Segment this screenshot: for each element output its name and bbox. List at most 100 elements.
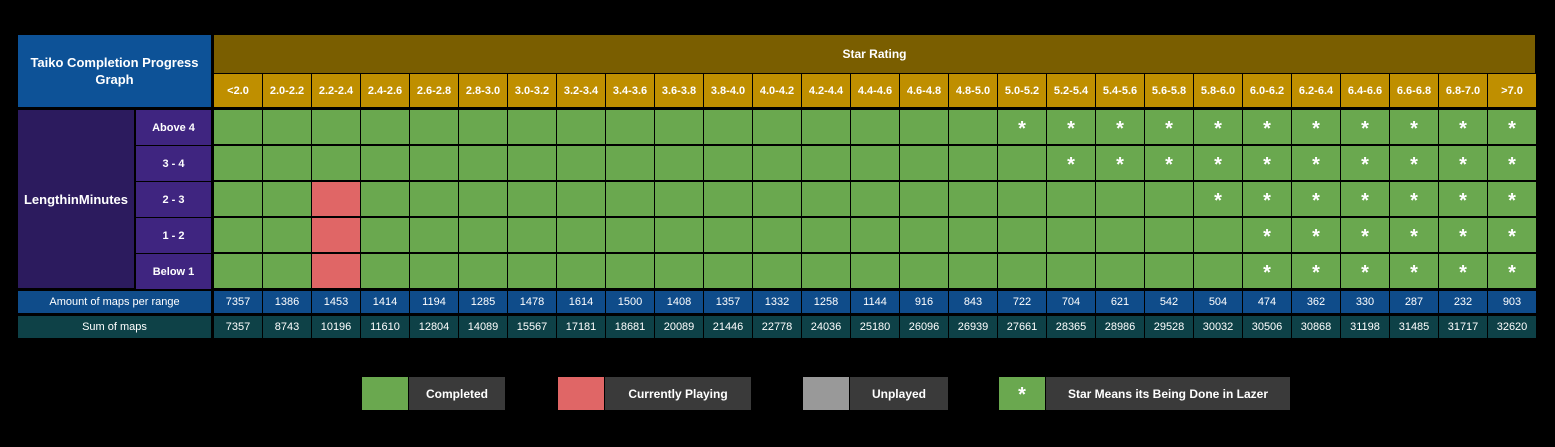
lazer-star-cell: * (1292, 146, 1341, 181)
lazer-star-cell: * (1341, 182, 1390, 217)
sum-value: 31198 (1341, 316, 1390, 338)
lazer-star-cell: * (1096, 110, 1145, 145)
sum-value: 8743 (263, 316, 312, 338)
amount-value: 504 (1194, 291, 1243, 313)
grid-cell (998, 254, 1047, 289)
lazer-star-cell: * (1439, 110, 1488, 145)
lazer-star-cell: * (1243, 254, 1292, 289)
amount-value: 1408 (655, 291, 704, 313)
length-label-line: in (67, 191, 79, 207)
lazer-star-cell: * (1194, 146, 1243, 181)
range-header: 5.8-6.0 (1194, 74, 1243, 107)
grid-cell (459, 218, 508, 253)
grid-cell (802, 146, 851, 181)
row-label: 2 - 3 (136, 182, 211, 217)
grid-cell (655, 146, 704, 181)
lazer-star-cell: * (1439, 146, 1488, 181)
amount-value: 542 (1145, 291, 1194, 313)
sum-value: 20089 (655, 316, 704, 338)
range-header: 2.8-3.0 (459, 74, 508, 107)
grid-cell (851, 182, 900, 217)
grid-cell (361, 110, 410, 145)
sum-value: 17181 (557, 316, 606, 338)
amount-value: 916 (900, 291, 949, 313)
range-header: 4.4-4.6 (851, 74, 900, 107)
grid-cell (508, 218, 557, 253)
grid-cell (361, 254, 410, 289)
grid-cell (312, 218, 361, 253)
grid-cell (263, 182, 312, 217)
grid-cell (704, 254, 753, 289)
lazer-star-cell: * (1488, 110, 1537, 145)
sum-value: 29528 (1145, 316, 1194, 338)
amount-value: 1386 (263, 291, 312, 313)
legend-swatch: * (999, 377, 1045, 410)
grid-cell (1096, 218, 1145, 253)
range-header: 5.4-5.6 (1096, 74, 1145, 107)
grid-cell (1096, 182, 1145, 217)
amount-value: 1478 (508, 291, 557, 313)
sum-value: 7357 (214, 316, 263, 338)
amount-value: 1414 (361, 291, 410, 313)
lazer-star-cell: * (1292, 110, 1341, 145)
amount-value: 1453 (312, 291, 361, 313)
grid-cell (263, 110, 312, 145)
range-header: 4.6-4.8 (900, 74, 949, 107)
grid-cell (557, 254, 606, 289)
grid-cell (606, 182, 655, 217)
grid-cell (214, 182, 263, 217)
lazer-star-cell: * (1390, 146, 1439, 181)
grid-cell (557, 110, 606, 145)
sum-value: 14089 (459, 316, 508, 338)
grid-cell (851, 110, 900, 145)
lazer-star-cell: * (1292, 218, 1341, 253)
lazer-star-cell: * (1194, 110, 1243, 145)
amount-value: 722 (998, 291, 1047, 313)
grid-cell (606, 218, 655, 253)
grid-cell (459, 182, 508, 217)
grid-cell (655, 182, 704, 217)
sum-value: 27661 (998, 316, 1047, 338)
grid-cell (508, 110, 557, 145)
grid-cell (557, 146, 606, 181)
grid-cell (557, 182, 606, 217)
sum-value: 15567 (508, 316, 557, 338)
grid-cell (1145, 182, 1194, 217)
grid-cell (1047, 182, 1096, 217)
sum-value: 21446 (704, 316, 753, 338)
grid-cell (1096, 254, 1145, 289)
legend-label: Completed (409, 377, 505, 410)
legend-swatch (803, 377, 849, 410)
grid-cell (410, 182, 459, 217)
grid-cell (410, 218, 459, 253)
sum-value: 25180 (851, 316, 900, 338)
amount-value: 362 (1292, 291, 1341, 313)
lazer-star-cell: * (1243, 182, 1292, 217)
range-header: 6.6-6.8 (1390, 74, 1439, 107)
lazer-star-cell: * (1390, 182, 1439, 217)
grid-cell (704, 182, 753, 217)
lazer-star-cell: * (1488, 218, 1537, 253)
amount-value: 287 (1390, 291, 1439, 313)
legend-label: Unplayed (850, 377, 948, 410)
legend-label: Star Means its Being Done in Lazer (1046, 377, 1290, 410)
amount-value: 843 (949, 291, 998, 313)
lazer-star-cell: * (1341, 254, 1390, 289)
sum-value: 30506 (1243, 316, 1292, 338)
sum-value: 30868 (1292, 316, 1341, 338)
range-header: 4.2-4.4 (802, 74, 851, 107)
sum-value: 30032 (1194, 316, 1243, 338)
lazer-star-cell: * (1243, 218, 1292, 253)
grid-cell (998, 218, 1047, 253)
range-header: 2.4-2.6 (361, 74, 410, 107)
grid-cell (998, 146, 1047, 181)
sum-value: 28986 (1096, 316, 1145, 338)
lazer-star-cell: * (1439, 254, 1488, 289)
amount-value: 7357 (214, 291, 263, 313)
grid-cell (802, 218, 851, 253)
lazer-star-cell: * (1194, 182, 1243, 217)
range-header: 3.8-4.0 (704, 74, 753, 107)
legend-swatch (558, 377, 604, 410)
amount-value: 1258 (802, 291, 851, 313)
grid-cell (459, 146, 508, 181)
